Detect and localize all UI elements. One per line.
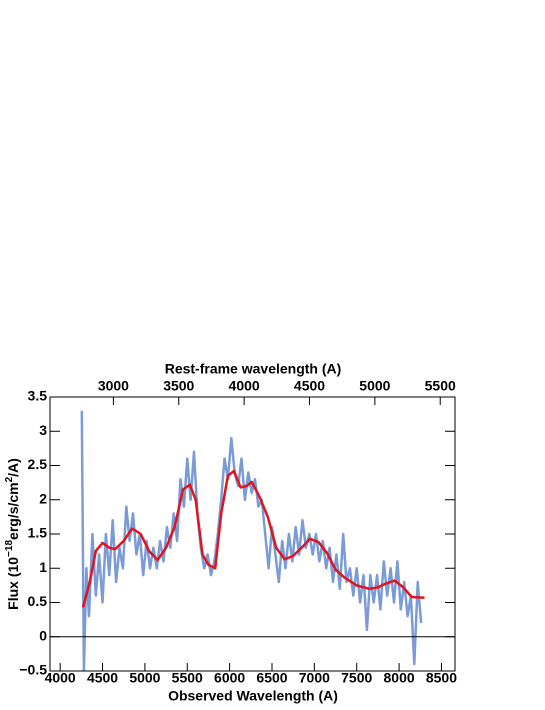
y-tick-label: 3 [39, 422, 47, 438]
y-label-sup: 2 [4, 476, 15, 482]
x-tick-label: 7500 [341, 670, 372, 686]
y-tick-label: 2.5 [28, 456, 48, 472]
x-tick-label: 6500 [256, 670, 287, 686]
x-tick-label: 5000 [129, 670, 160, 686]
x-tick-label: 6000 [214, 670, 245, 686]
x-tick-label: 7000 [299, 670, 330, 686]
x-tick-label: 4500 [87, 670, 118, 686]
x2-tick-label: 3500 [163, 378, 194, 394]
x-tick-label: 8500 [426, 670, 457, 686]
y-label-text: erg/s/cm [5, 482, 21, 540]
smoothed-fit [81, 469, 425, 608]
y-tick-label: 0 [39, 627, 47, 643]
x2-tick-label: 4000 [229, 378, 260, 394]
x-tick-label: 8000 [384, 670, 415, 686]
y-tick-label: 3.5 [28, 388, 48, 404]
spectrum [80, 410, 423, 671]
x2-tick-label: 5000 [359, 378, 390, 394]
y-axis-label: Flux (10−18erg/s/cm2/A) [4, 458, 21, 610]
y-tick-label: −0.5 [19, 662, 47, 678]
x-axis-label: Observed Wavelength (A) [168, 688, 338, 704]
x2-axis-label: Rest-frame wavelength (A) [165, 361, 342, 377]
y-tick-label: 1.5 [28, 525, 48, 541]
x2-tick-label: 5500 [425, 378, 456, 394]
y-tick-label: 1 [39, 559, 47, 575]
y-tick-label: 0.5 [28, 593, 48, 609]
y-label-text: /A) [5, 458, 21, 477]
x-tick-label: 4000 [45, 670, 76, 686]
x2-tick-label: 4500 [294, 378, 325, 394]
x-tick-label: 5500 [172, 670, 203, 686]
y-label-sup: −18 [4, 540, 15, 557]
y-tick-label: 2 [39, 490, 47, 506]
plot-area [80, 410, 425, 671]
y-label-text: Flux (10 [5, 557, 21, 610]
x2-tick-label: 3000 [98, 378, 129, 394]
